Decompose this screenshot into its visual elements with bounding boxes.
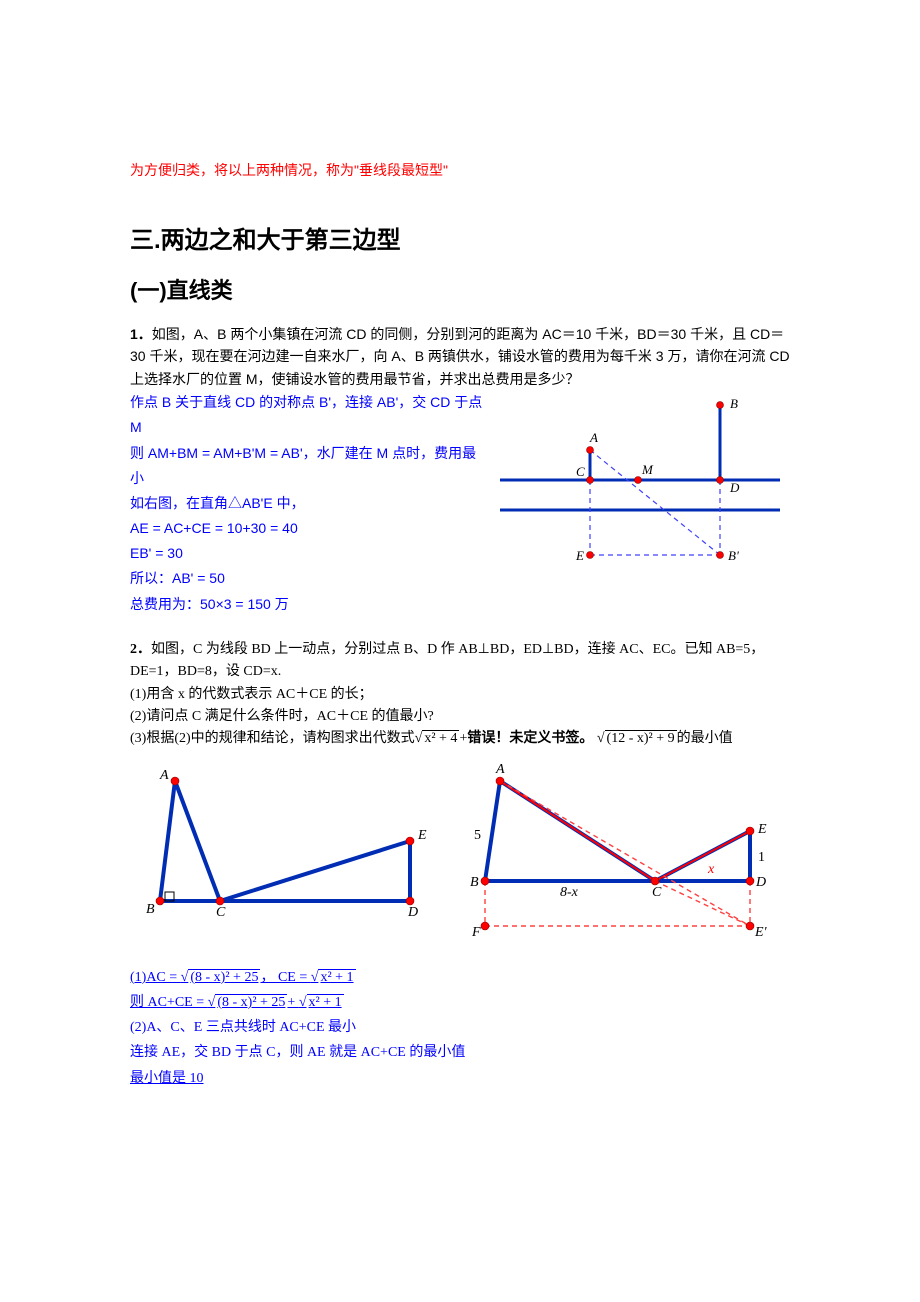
svg-text:A: A xyxy=(495,762,505,777)
p1-sol-line-2: 则 AM+BM = AM+B'M = AB'，水厂建在 M 点时，费用最小 xyxy=(130,441,490,491)
svg-text:B: B xyxy=(730,396,738,411)
svg-text:1: 1 xyxy=(758,850,765,865)
p2-sol-line-4: 连接 AE，交 BD 于点 C，则 AE 就是 AC+CE 的最小值 xyxy=(130,1040,790,1065)
p2-part3-rad1: x² + 4 xyxy=(422,730,459,746)
p2-sol-line-1: (1)AC = √(8 - x)² + 25， CE = √x² + 1 xyxy=(130,965,790,990)
svg-text:B: B xyxy=(146,902,155,917)
subsection-heading: (一)直线类 xyxy=(130,273,790,305)
problem-1: 1．如图，A、B 两个小集镇在河流 CD 的同侧，分别到河的距离为 AC＝10 … xyxy=(130,323,790,390)
p1-sol-line-1: 作点 B 关于直线 CD 的对称点 B'，连接 AB'，交 CD 于点 M xyxy=(130,390,490,440)
p2-sol-l2-plus: + xyxy=(287,995,298,1010)
p2-sol-l2-rad1: (8 - x)² + 25 xyxy=(215,994,287,1010)
problem-1-solution-block: 作点 B 关于直线 CD 的对称点 B'，连接 AB'，交 CD 于点 M 则 … xyxy=(130,390,790,617)
fig2-left-svg: A B C D E xyxy=(130,761,440,931)
problem-2-part3-prefix: (3)根据(2)中的规律和结论，请构图求出代数式 xyxy=(130,731,415,746)
p2-sol-l1-prefix: (1)AC = xyxy=(130,970,181,985)
p2-sol-l1-mid: ， CE = xyxy=(260,970,310,985)
svg-text:A: A xyxy=(159,768,169,783)
p1-sol-line-6: 所以：AB' = 50 xyxy=(130,566,490,591)
problem-2-figures: A B C D E A B C D E E' F 5 8-x x 1 xyxy=(130,761,790,951)
svg-text:8-x: 8-x xyxy=(560,885,579,900)
classification-note: 为方便归类，将以上两种情况，称为"垂线段最短型" xyxy=(130,160,790,180)
fig1-svg: A B C D M E B' xyxy=(490,390,790,590)
problem-2-part1: (1)用含 x 的代数式表示 AC＋CE 的长； xyxy=(130,687,373,702)
svg-text:D: D xyxy=(407,905,418,920)
problem-2-number: 2． xyxy=(130,642,151,657)
svg-text:E': E' xyxy=(754,925,768,940)
p2-sol-l2-prefix: 则 AC+CE = xyxy=(130,995,208,1010)
sqrt-icon: √ xyxy=(299,995,307,1010)
svg-text:C: C xyxy=(216,905,226,920)
svg-text:C: C xyxy=(652,885,662,900)
problem-1-solution: 作点 B 关于直线 CD 的对称点 B'，连接 AB'，交 CD 于点 M 则 … xyxy=(130,390,490,617)
svg-text:E: E xyxy=(575,548,584,563)
svg-text:A: A xyxy=(589,430,598,445)
p1-sol-line-7: 总费用为：50×3 = 150 万 xyxy=(130,592,490,617)
problem-2-intro: 如图，C 为线段 BD 上一动点，分别过点 B、D 作 AB⊥BD，ED⊥BD，… xyxy=(130,642,764,679)
p1-sol-line-5: EB' = 30 xyxy=(130,541,490,566)
p2-sol-line-2: 则 AC+CE = √(8 - x)² + 25+ √x² + 1 xyxy=(130,990,790,1015)
p2-part3-rad2: (12 - x)² + 9 xyxy=(605,730,677,746)
svg-text:M: M xyxy=(641,462,654,477)
p1-sol-line-4: AE = AC+CE = 10+30 = 40 xyxy=(130,516,490,541)
svg-text:D: D xyxy=(729,480,740,495)
sqrt-icon: √ xyxy=(597,731,605,746)
svg-text:D: D xyxy=(755,875,766,890)
problem-1-figure: A B C D M E B' xyxy=(490,390,790,595)
problem-2-part2: (2)请问点 C 满足什么条件时，AC＋CE 的值最小? xyxy=(130,709,434,724)
fig2-right-svg: A B C D E E' F 5 8-x x 1 xyxy=(460,761,780,951)
svg-text:5: 5 xyxy=(474,828,481,843)
p2-sol-l2-rad2: x² + 1 xyxy=(307,994,344,1010)
svg-text:E: E xyxy=(417,828,427,843)
problem-2: 2．如图，C 为线段 BD 上一动点，分别过点 B、D 作 AB⊥BD，ED⊥B… xyxy=(130,639,790,751)
svg-text:B: B xyxy=(470,875,479,890)
p2-sol-l1-rad1: (8 - x)² + 25 xyxy=(188,969,260,985)
section-heading: 三.两边之和大于第三边型 xyxy=(130,220,790,255)
bookmark-error: 错误！未定义书签。 xyxy=(467,731,593,746)
svg-text:F: F xyxy=(471,925,481,940)
p2-sol-l1-rad2: x² + 1 xyxy=(318,969,355,985)
p2-part3-suffix: 的最小值 xyxy=(677,731,733,746)
svg-text:B': B' xyxy=(728,548,739,563)
p1-sol-line-3: 如右图，在直角△AB'E 中， xyxy=(130,491,490,516)
svg-text:C: C xyxy=(576,464,585,479)
p2-sol-line-5: 最小值是 10 xyxy=(130,1066,790,1091)
svg-text:E: E xyxy=(757,822,767,837)
p2-sol-line-3: (2)A、C、E 三点共线时 AC+CE 最小 xyxy=(130,1015,790,1040)
problem-1-number: 1． xyxy=(130,326,152,342)
page-root: 为方便归类，将以上两种情况，称为"垂线段最短型" 三.两边之和大于第三边型 (一… xyxy=(0,0,920,1302)
problem-2-solution: (1)AC = √(8 - x)² + 25， CE = √x² + 1 则 A… xyxy=(130,965,790,1091)
problem-1-text: 如图，A、B 两个小集镇在河流 CD 的同侧，分别到河的距离为 AC＝10 千米… xyxy=(130,326,790,387)
svg-text:x: x xyxy=(707,862,715,877)
